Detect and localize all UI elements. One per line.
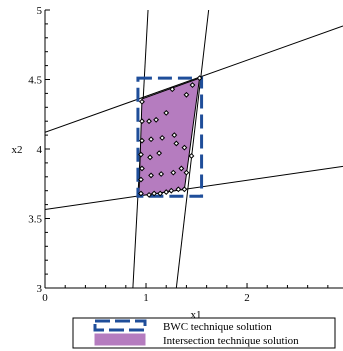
ticks: 0 1 2 3 3.5 4 4.5 5 xyxy=(28,5,329,304)
legend: BWC technique solution Intersection tech… xyxy=(72,317,336,349)
scatter-point-28 xyxy=(146,118,152,125)
constraint-line-2 xyxy=(45,25,343,133)
scatter-point-9 xyxy=(138,176,144,183)
scatter-point-19 xyxy=(183,169,190,176)
scatter-point-18 xyxy=(178,165,185,172)
y-tick-label-2: 4 xyxy=(37,144,43,156)
x-axis-label: x1 xyxy=(191,309,202,321)
x-tick-label-1: 1 xyxy=(143,292,149,304)
scatter-point-24 xyxy=(181,144,188,151)
scatter-point-4 xyxy=(157,190,164,197)
scatter-point-15 xyxy=(148,172,154,179)
scatter-point-33 xyxy=(196,75,203,82)
scatter-point-29 xyxy=(153,116,160,123)
y-tick-label-1: 3.5 xyxy=(28,214,42,226)
scatter-point-23 xyxy=(173,140,180,147)
legend-label-bwc: BWC technique solution xyxy=(163,321,272,333)
scatter-point-26 xyxy=(159,134,166,141)
scatter-point-20 xyxy=(188,153,195,159)
scatter-point-30 xyxy=(163,109,170,116)
scatter-point-11 xyxy=(138,151,144,158)
scatter-point-12 xyxy=(139,137,145,144)
y-tick-label-0: 3 xyxy=(37,283,43,295)
y-axis-label: x2 xyxy=(12,144,23,156)
y-tick-label-3: 4.5 xyxy=(28,75,42,87)
scatter-point-31 xyxy=(183,91,190,98)
plot-area xyxy=(45,10,343,288)
constraint-line-4 xyxy=(175,10,210,288)
scatter-point-22 xyxy=(156,150,163,157)
legend-label-intersection: Intersection technique solution xyxy=(163,335,299,347)
scatter-point-34 xyxy=(169,86,176,93)
scatter-point-2 xyxy=(146,191,152,198)
scatter-point-17 xyxy=(170,169,177,176)
scatter-point-21 xyxy=(147,154,153,161)
legend-swatch-bwc xyxy=(93,319,147,332)
scatter-point-32 xyxy=(189,82,196,88)
constraint-lines xyxy=(45,10,343,288)
scatter-point-27 xyxy=(171,132,178,139)
bwc-box xyxy=(136,76,204,198)
scatter-point-16 xyxy=(158,171,165,177)
axes: 0 1 2 3 3.5 4 4.5 5 xyxy=(28,5,343,304)
scatter-point-10 xyxy=(139,165,145,172)
scatter-point-3 xyxy=(151,190,158,197)
scatter-point-14 xyxy=(139,98,145,105)
constraint-line-1 xyxy=(45,165,343,210)
scatter-point-8 xyxy=(181,186,188,193)
y-tick-label-4: 5 xyxy=(37,5,43,17)
x-tick-label-2: 2 xyxy=(244,292,250,304)
scatter-point-5 xyxy=(163,189,170,195)
scatter-point-25 xyxy=(148,136,154,143)
legend-swatch-intersection xyxy=(94,333,146,346)
scatter-points xyxy=(138,75,203,198)
scatter-point-7 xyxy=(175,186,182,193)
scatter-point-6 xyxy=(168,187,175,194)
x-tick-label-0: 0 xyxy=(42,292,48,304)
scatter-point-13 xyxy=(139,118,145,125)
scatter-point-1 xyxy=(138,190,144,197)
